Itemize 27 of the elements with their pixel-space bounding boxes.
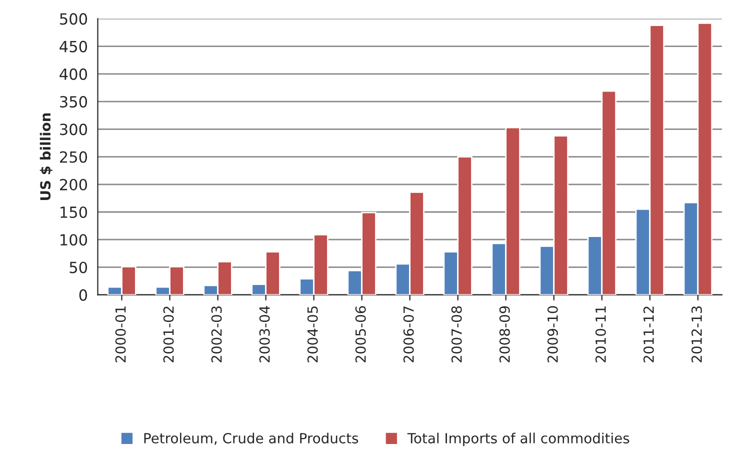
y-tick-label: 500: [60, 13, 88, 25]
y-tick-label: 250: [60, 151, 88, 163]
x-tick-label: 2000-01: [115, 306, 126, 362]
x-tick-label: 2003-04: [259, 306, 270, 362]
legend-label: Petroleum, Crude and Products: [144, 432, 358, 445]
y-tick-label: 150: [60, 206, 88, 218]
x-tick-label: 2002-03: [211, 306, 222, 362]
x-tick-label: 2010-11: [595, 306, 606, 362]
legend-label: Total Imports of all commodities: [407, 432, 630, 446]
x-tick-label: 2007-08: [451, 306, 462, 362]
y-tick-label: 350: [60, 96, 88, 108]
y-tick-label: 100: [60, 234, 88, 246]
x-tick-label: 2005-06: [355, 306, 366, 362]
y-tick-label: 0: [79, 289, 88, 301]
y-tick-label: 50: [70, 262, 88, 274]
x-tick-label: 2001-02: [163, 306, 174, 362]
y-tick-label: 300: [60, 124, 88, 136]
x-tick-label: 2011-12: [643, 306, 654, 362]
x-tick-label: 2008-09: [499, 306, 510, 362]
y-axis-title: US $ billion: [40, 113, 52, 200]
y-tick-label: 200: [60, 178, 88, 190]
x-tick-label: 2006-07: [403, 306, 414, 362]
x-tick-label: 2009-10: [547, 306, 558, 362]
y-tick-label: 450: [60, 40, 88, 52]
x-tick-label: 2004-05: [307, 306, 318, 362]
y-tick-label: 400: [60, 68, 88, 80]
x-tick-label: 2012-13: [691, 306, 702, 362]
